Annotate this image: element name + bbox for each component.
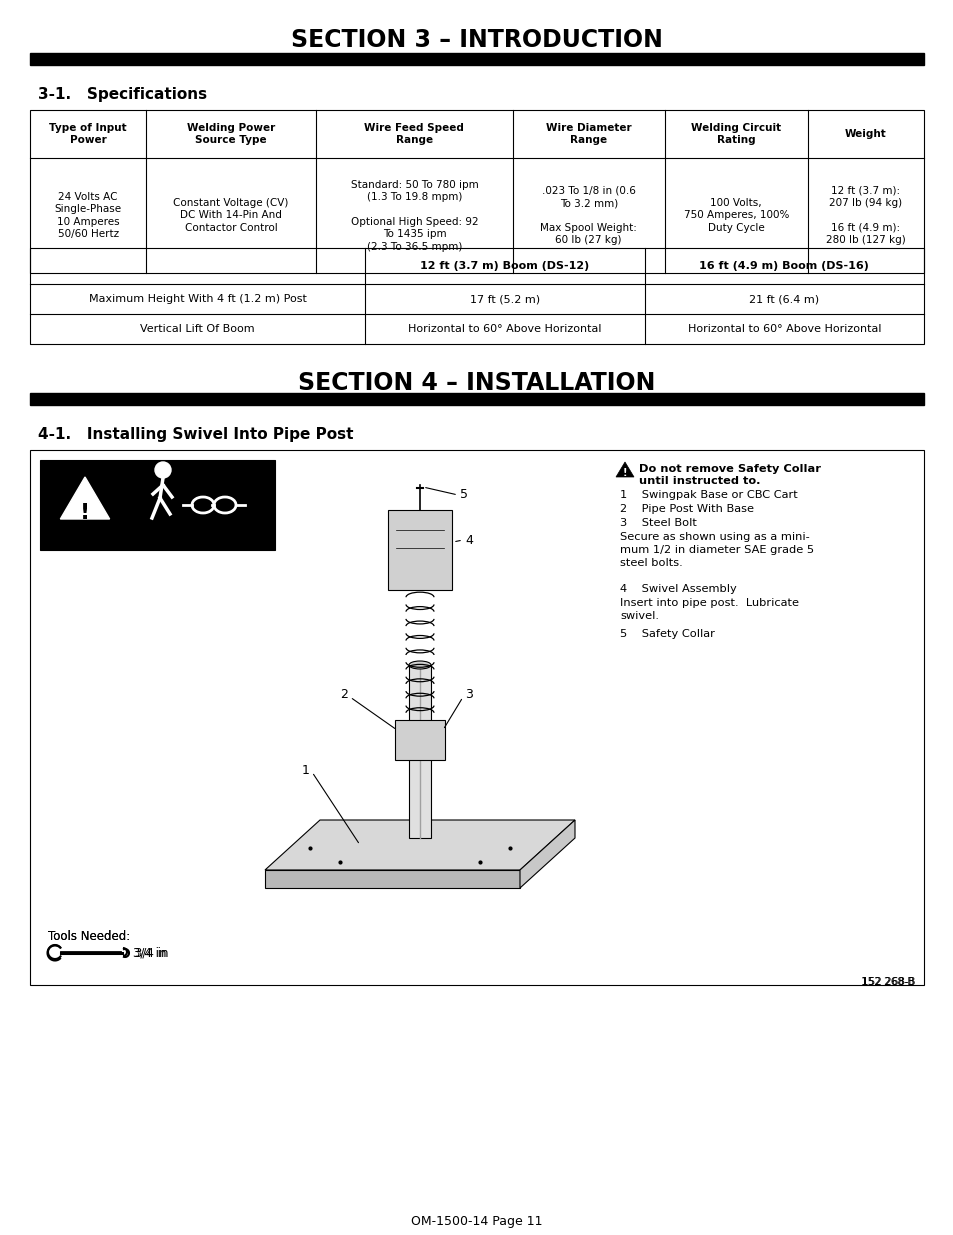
Text: 21 ft (6.4 m): 21 ft (6.4 m) <box>748 294 819 304</box>
Bar <box>30 110 923 273</box>
Text: Wire Diameter
Range: Wire Diameter Range <box>545 122 631 146</box>
Text: 16 ft (4.9 m) Boom (DS-16): 16 ft (4.9 m) Boom (DS-16) <box>699 261 868 270</box>
Bar <box>388 510 452 590</box>
Text: Tools Needed:: Tools Needed: <box>48 930 131 944</box>
Text: 4    Swivel Assembly: 4 Swivel Assembly <box>619 584 736 594</box>
Bar <box>409 664 431 839</box>
Text: 24 Volts AC
Single-Phase
10 Amperes
50/60 Hertz: 24 Volts AC Single-Phase 10 Amperes 50/6… <box>54 191 122 240</box>
Text: 12 ft (3.7 m) Boom (DS-12): 12 ft (3.7 m) Boom (DS-12) <box>420 261 589 270</box>
Text: !: ! <box>80 503 90 522</box>
Bar <box>30 248 923 345</box>
Text: 2: 2 <box>340 688 348 701</box>
Text: .023 To 1/8 in (0.6
To 3.2 mm)

Max Spool Weight:
60 lb (27 kg): .023 To 1/8 in (0.6 To 3.2 mm) Max Spool… <box>539 185 637 246</box>
Text: Vertical Lift Of Boom: Vertical Lift Of Boom <box>140 324 254 333</box>
Text: Tools Needed:: Tools Needed: <box>48 930 131 944</box>
Text: SECTION 3 – INTRODUCTION: SECTION 3 – INTRODUCTION <box>291 28 662 52</box>
Text: 3    Steel Bolt: 3 Steel Bolt <box>619 517 696 529</box>
Polygon shape <box>265 869 519 888</box>
Text: Insert into pipe post.  Lubricate: Insert into pipe post. Lubricate <box>619 598 799 608</box>
Text: 100 Volts,
750 Amperes, 100%
Duty Cycle: 100 Volts, 750 Amperes, 100% Duty Cycle <box>683 198 788 233</box>
Text: 152 268-B: 152 268-B <box>861 977 914 987</box>
Text: until instructed to.: until instructed to. <box>639 475 760 487</box>
Text: Secure as shown using as a mini-
mum 1/2 in diameter SAE grade 5
steel bolts.: Secure as shown using as a mini- mum 1/2… <box>619 532 813 568</box>
Text: 4: 4 <box>464 534 473 547</box>
Text: !: ! <box>622 468 626 478</box>
Polygon shape <box>616 462 634 477</box>
Bar <box>395 720 444 760</box>
Text: 3-1.   Specifications: 3-1. Specifications <box>38 88 207 103</box>
Text: Horizontal to 60° Above Horizontal: Horizontal to 60° Above Horizontal <box>408 324 601 333</box>
Text: swivel.: swivel. <box>619 611 659 621</box>
Text: 3/4 in: 3/4 in <box>135 946 169 960</box>
Text: 17 ft (5.2 m): 17 ft (5.2 m) <box>470 294 539 304</box>
Bar <box>30 393 923 405</box>
Ellipse shape <box>409 661 431 669</box>
Text: Constant Voltage (CV)
DC With 14-Pin And
Contactor Control: Constant Voltage (CV) DC With 14-Pin And… <box>173 198 289 233</box>
Text: 1    Swingpak Base or CBC Cart: 1 Swingpak Base or CBC Cart <box>619 490 797 500</box>
Text: 4-1.   Installing Swivel Into Pipe Post: 4-1. Installing Swivel Into Pipe Post <box>38 427 354 442</box>
Text: Do not remove Safety Collar: Do not remove Safety Collar <box>639 464 821 474</box>
Text: Weight: Weight <box>844 128 886 140</box>
Text: Welding Circuit
Rating: Welding Circuit Rating <box>691 122 781 146</box>
Text: 3: 3 <box>464 688 473 701</box>
Bar <box>40 459 274 550</box>
Text: 3/4 in: 3/4 in <box>132 947 167 960</box>
Text: SECTION 4 – INSTALLATION: SECTION 4 – INSTALLATION <box>298 370 655 395</box>
Polygon shape <box>60 477 110 519</box>
Text: 152 268-B: 152 268-B <box>862 977 915 987</box>
Text: 5: 5 <box>459 489 468 501</box>
Polygon shape <box>265 820 575 869</box>
Bar <box>30 450 923 986</box>
Bar <box>30 53 923 65</box>
Polygon shape <box>519 820 575 888</box>
Text: Wire Feed Speed
Range: Wire Feed Speed Range <box>364 122 464 146</box>
Text: 2    Pipe Post With Base: 2 Pipe Post With Base <box>619 504 753 514</box>
Text: Maximum Height With 4 ft (1.2 m) Post: Maximum Height With 4 ft (1.2 m) Post <box>89 294 306 304</box>
Text: 12 ft (3.7 m):
207 lb (94 kg)

16 ft (4.9 m):
280 lb (127 kg): 12 ft (3.7 m): 207 lb (94 kg) 16 ft (4.9… <box>825 185 904 246</box>
Text: Welding Power
Source Type: Welding Power Source Type <box>187 122 275 146</box>
Circle shape <box>154 462 171 478</box>
Text: 1: 1 <box>302 763 310 777</box>
Text: Horizontal to 60° Above Horizontal: Horizontal to 60° Above Horizontal <box>687 324 881 333</box>
Text: Type of Input
Power: Type of Input Power <box>50 122 127 146</box>
Text: 5    Safety Collar: 5 Safety Collar <box>619 629 714 638</box>
Text: Standard: 50 To 780 ipm
(1.3 To 19.8 mpm)

Optional High Speed: 92
To 1435 ipm
(: Standard: 50 To 780 ipm (1.3 To 19.8 mpm… <box>350 179 477 252</box>
Text: OM-1500-14 Page 11: OM-1500-14 Page 11 <box>411 1215 542 1228</box>
